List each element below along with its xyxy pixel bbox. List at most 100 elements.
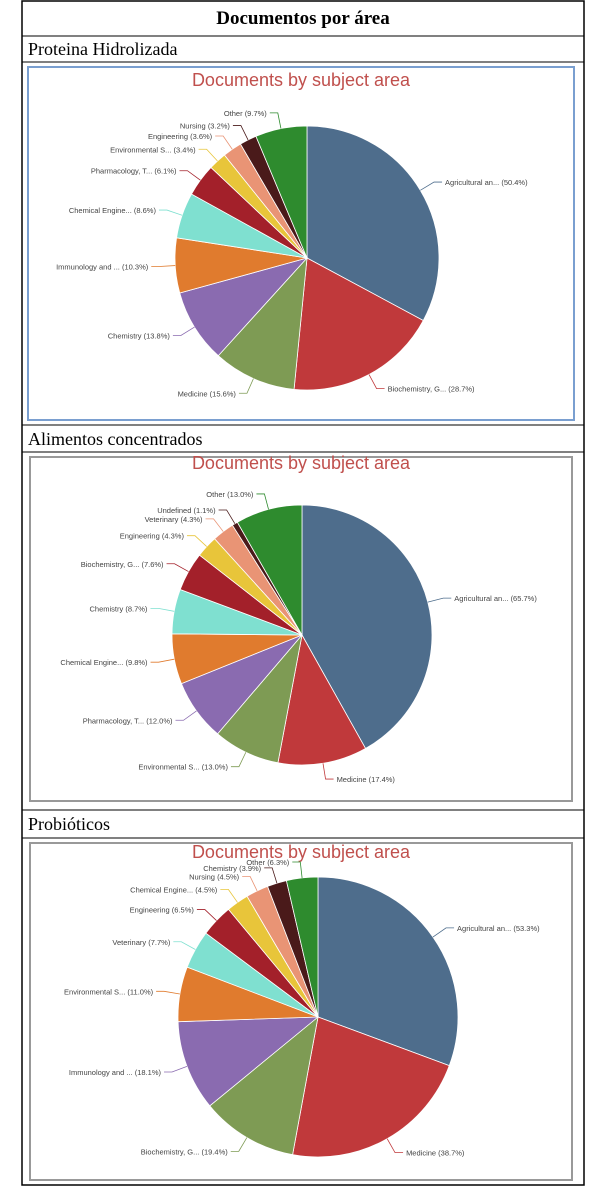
slice-value-label: (9.7%): [245, 109, 268, 118]
slice-category: Nursing: [180, 122, 206, 131]
slice-label: Chemical Engine... (8.6%): [69, 206, 157, 215]
slice-label: Engineering (6.5%): [130, 906, 195, 915]
slice-category: Engineering: [120, 532, 160, 541]
slice-value-label: (10.3%): [122, 262, 149, 271]
leader-line: [196, 909, 217, 921]
slice-value-label: (12.0%): [146, 716, 173, 725]
slice-value-label: (4.3%): [162, 532, 185, 541]
slice-label: Chemistry (3.9%): [203, 864, 261, 873]
slice-value-label: (38.7%): [438, 1149, 465, 1158]
chart-title: Documents by subject area: [192, 842, 411, 862]
slice-value-label: (3.9%): [239, 864, 262, 873]
slice-value-label: (7.6%): [141, 560, 164, 569]
table-title: Documentos por área: [216, 8, 390, 29]
chart-title: Documents by subject area: [192, 453, 411, 473]
slice-value-label: (13.0%): [202, 763, 229, 772]
leader-line: [151, 265, 176, 267]
slice-label: Medicine (15.6%): [178, 389, 237, 398]
slice-category: Pharmacology, T...: [91, 167, 152, 176]
leader-line: [172, 326, 195, 336]
leader-line: [264, 867, 278, 884]
leader-line: [386, 1138, 404, 1154]
slice-label: Chemical Engine... (9.8%): [60, 658, 148, 667]
slice-value-label: (4.5%): [195, 885, 218, 894]
leader-line: [198, 148, 218, 162]
slice-value-label: (28.7%): [448, 385, 475, 394]
chart-title: Documents by subject area: [192, 70, 411, 90]
slice-category: Agricultural an...: [445, 178, 499, 187]
slice-label: Biochemistry, G... (28.7%): [388, 385, 475, 394]
slice-label: Environmental S... (3.4%): [110, 145, 196, 154]
slice-category: Biochemistry, G...: [141, 1147, 200, 1156]
slice-label: Other (13.0%): [206, 490, 254, 499]
slice-category: Immunology and ...: [69, 1068, 133, 1077]
pie-slice: [177, 1016, 320, 1107]
section-label: Alimentos concentrados: [28, 429, 202, 449]
slice-category: Environmental S...: [64, 987, 125, 996]
slice-category: Environmental S...: [138, 763, 199, 772]
slice-value-label: (8.7%): [125, 604, 148, 613]
slice-label: Medicine (38.7%): [406, 1149, 465, 1158]
slice-category: Medicine: [337, 775, 367, 784]
leader-line: [173, 941, 196, 950]
slice-value-label: (53.3%): [513, 924, 540, 933]
slice-value-label: (1.1%): [194, 506, 217, 515]
slice-value-label: (9.8%): [125, 658, 148, 667]
slice-label: Nursing (3.2%): [180, 122, 231, 131]
slice-label: Chemical Engine... (4.5%): [130, 885, 218, 894]
leader-line: [292, 861, 303, 878]
slice-label: Environmental S... (13.0%): [138, 763, 228, 772]
leader-line: [256, 493, 269, 510]
slice-category: Undefined: [157, 506, 191, 515]
pie-slice: [306, 125, 440, 322]
slice-value-label: (19.4%): [201, 1147, 228, 1156]
leader-line: [220, 888, 238, 903]
slice-label: Chemistry (13.8%): [108, 331, 171, 340]
slice-label: Other (6.3%): [246, 858, 289, 867]
slice-label: Pharmacology, T... (6.1%): [91, 167, 177, 176]
slice-category: Agricultural an...: [454, 594, 508, 603]
slice-value-label: (3.2%): [208, 122, 231, 131]
slice-value-label: (6.1%): [154, 167, 177, 176]
slice-category: Veterinary: [112, 938, 146, 947]
slice-category: Chemical Engine...: [60, 658, 123, 667]
slice-label: Biochemistry, G... (19.4%): [141, 1147, 228, 1156]
slice-label: Undefined (1.1%): [157, 506, 216, 515]
pie-slice: [317, 876, 459, 1067]
leader-line: [242, 876, 258, 892]
leader-line: [427, 597, 452, 603]
leader-line: [420, 181, 443, 191]
slice-value-label: (4.3%): [180, 515, 203, 524]
leader-line: [150, 608, 175, 612]
slice-category: Biochemistry, G...: [388, 385, 447, 394]
leader-line: [218, 509, 236, 524]
slice-category: Engineering: [148, 132, 188, 141]
slice-label: Pharmacology, T... (12.0%): [83, 716, 173, 725]
slice-value-label: (6.5%): [172, 906, 195, 915]
slice-category: Veterinary: [145, 515, 179, 524]
leader-line: [166, 563, 189, 572]
slice-value-label: (3.6%): [190, 132, 213, 141]
slice-value-label: (4.5%): [217, 873, 240, 882]
slice-value-label: (6.3%): [267, 858, 290, 867]
slice-label: Biochemistry, G... (7.6%): [81, 560, 164, 569]
slice-category: Environmental S...: [110, 145, 171, 154]
section-label: Probióticos: [28, 814, 110, 834]
slice-category: Medicine: [178, 389, 208, 398]
slice-value-label: (18.1%): [135, 1068, 162, 1077]
leader-line: [179, 170, 201, 181]
slice-value-label: (3.4%): [174, 145, 197, 154]
leader-line: [158, 209, 183, 216]
slice-value-label: (15.6%): [210, 389, 237, 398]
slice-label: Medicine (17.4%): [337, 775, 396, 784]
slice-category: Chemistry: [203, 864, 237, 873]
slice-category: Other: [206, 490, 225, 499]
slice-value-label: (7.7%): [148, 938, 171, 947]
slice-label: Chemistry (8.7%): [89, 604, 147, 613]
slice-label: Agricultural an... (53.3%): [457, 924, 540, 933]
leader-line: [175, 710, 197, 721]
leader-line: [164, 1065, 188, 1073]
leader-line: [368, 374, 385, 390]
slice-label: Immunology and ... (18.1%): [69, 1068, 162, 1077]
slice-value-label: (13.0%): [227, 490, 254, 499]
